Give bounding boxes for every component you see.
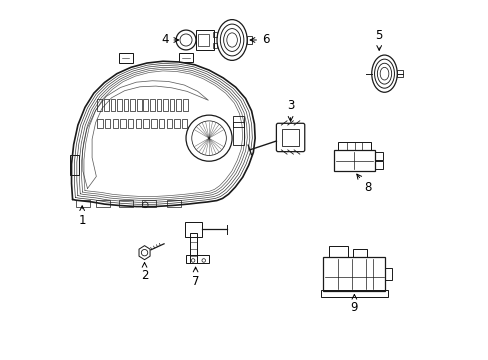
Bar (169, 99, 174, 111)
Bar (233, 122, 244, 145)
Bar (136, 119, 141, 127)
Bar (198, 33, 209, 46)
Bar (113, 119, 118, 127)
Bar (176, 99, 181, 111)
Bar (323, 257, 385, 291)
Bar (128, 119, 133, 127)
Bar (196, 30, 214, 50)
Bar (151, 119, 156, 127)
Bar (137, 99, 141, 111)
Bar (320, 290, 387, 297)
Bar (110, 99, 115, 111)
Bar (281, 129, 299, 146)
Bar (183, 99, 187, 111)
Bar (246, 36, 252, 44)
Bar (97, 99, 102, 111)
Bar (166, 200, 181, 207)
Bar (142, 200, 156, 207)
Bar (337, 143, 370, 150)
Bar (105, 119, 110, 127)
Bar (353, 249, 366, 257)
Bar (150, 99, 154, 111)
Text: 6: 6 (250, 33, 269, 46)
Bar (385, 267, 391, 280)
Text: 1: 1 (78, 206, 86, 227)
Text: 3: 3 (286, 99, 294, 121)
Bar (212, 32, 217, 37)
Bar (96, 200, 110, 207)
Text: 5: 5 (375, 29, 382, 50)
Bar (130, 99, 135, 111)
Bar (123, 99, 128, 111)
Bar (70, 155, 79, 175)
Bar (166, 119, 172, 127)
Bar (233, 116, 244, 127)
Bar (179, 54, 193, 62)
Bar (143, 99, 148, 111)
Bar (374, 161, 382, 168)
Bar (117, 99, 122, 111)
Bar (97, 119, 102, 127)
Text: 4: 4 (161, 33, 178, 46)
Bar (374, 152, 382, 160)
Bar (120, 119, 125, 127)
Bar (185, 222, 202, 237)
Bar (396, 70, 402, 77)
Bar (182, 119, 187, 127)
Bar (104, 99, 108, 111)
Bar (174, 119, 179, 127)
Bar (212, 43, 217, 48)
Bar (119, 200, 133, 207)
Text: 7: 7 (191, 267, 199, 288)
Bar (328, 247, 347, 257)
Bar (333, 150, 374, 171)
Text: 9: 9 (350, 294, 357, 314)
Text: 2: 2 (141, 262, 148, 282)
Bar (159, 119, 164, 127)
Bar (156, 99, 161, 111)
Bar (163, 99, 167, 111)
Bar (76, 200, 90, 207)
Bar (143, 119, 148, 127)
Bar (189, 233, 197, 263)
Bar (185, 256, 209, 263)
Text: 8: 8 (356, 174, 371, 194)
Bar (119, 53, 133, 63)
